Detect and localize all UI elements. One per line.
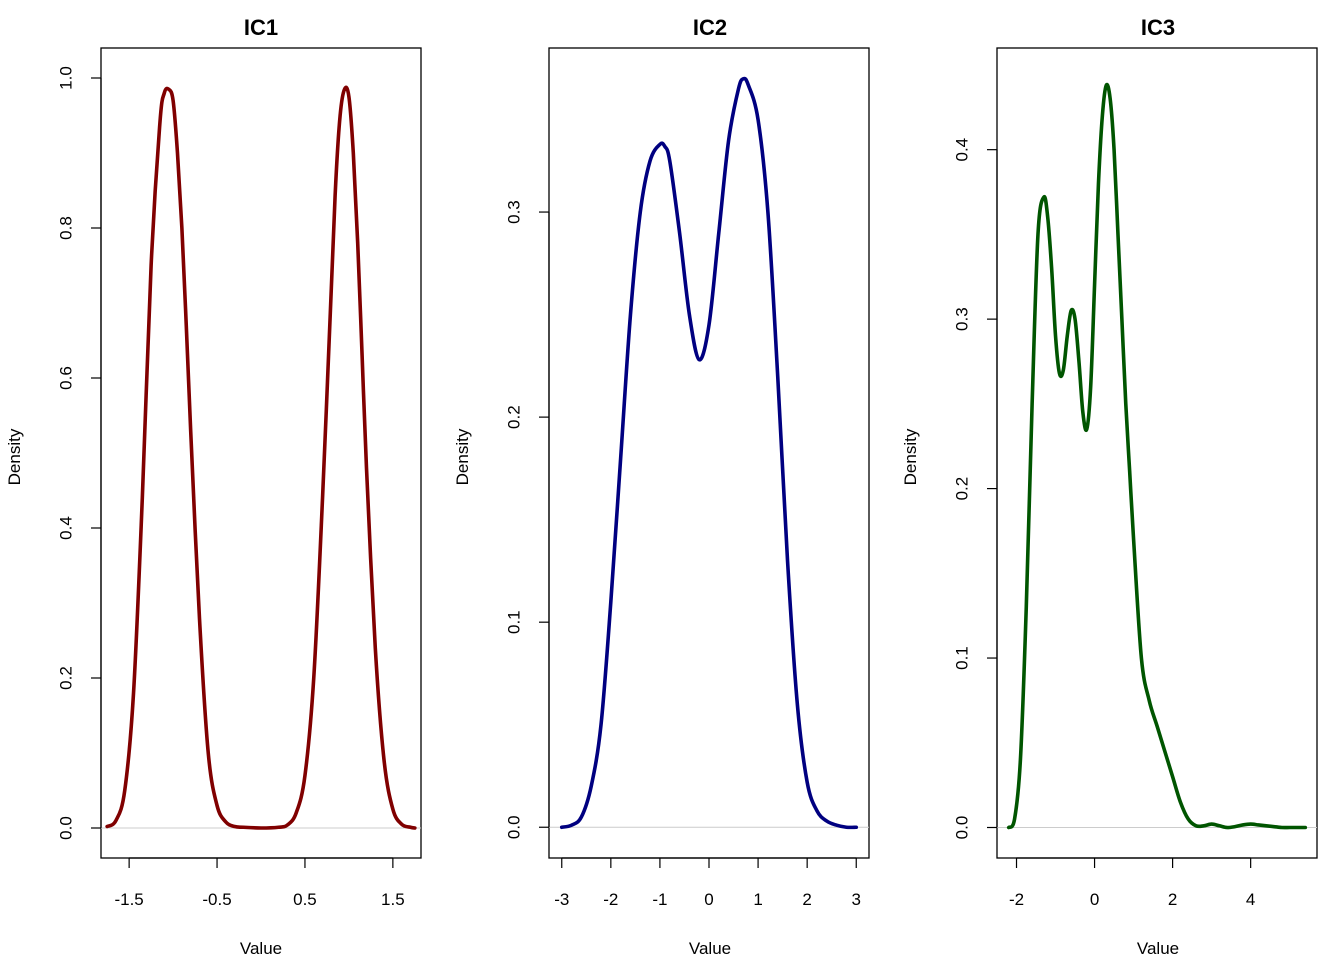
x-tick-label: -1: [652, 890, 667, 909]
x-axis-label: Value: [240, 939, 282, 958]
density-curve: [105, 85, 417, 830]
plot-frame: [100, 47, 422, 859]
x-tick-label: 0.5: [293, 890, 317, 909]
panel-title: IC2: [693, 15, 727, 40]
y-tick-label: 0.2: [952, 477, 971, 501]
y-tick-label: 0.4: [952, 138, 971, 162]
x-axis-label: Value: [1137, 939, 1179, 958]
x-tick-label: 2: [1168, 890, 1177, 909]
y-tick-label: 0.4: [56, 516, 75, 540]
plot-marks: -1.5 -0.5 0.5 1.5 0.0 0.2 0.4 0.6 0.8 1.0: [56, 47, 422, 909]
panel-ic1: IC1 Density Value -1.5 -0.5 0.5 1.5 0.0 0.2 0.…: [5, 15, 422, 958]
plot-frame: [996, 47, 1318, 859]
panel-ic3: IC3 Density Value -2 0 2 4 0.0 0.1 0.2 0.3 0.4: [901, 15, 1318, 958]
density-curve: [1006, 82, 1308, 830]
y-tick-label: 0.6: [56, 366, 75, 390]
y-tick-label: 0.0: [952, 816, 971, 840]
y-tick-label: 0.3: [952, 307, 971, 331]
panel-title: IC3: [1141, 15, 1175, 40]
y-tick-label: 0.2: [56, 666, 75, 690]
x-tick-label: 2: [802, 890, 811, 909]
y-tick-label: 0.1: [504, 610, 523, 634]
y-tick-label: 0.1: [952, 646, 971, 670]
panel-title: IC1: [244, 15, 278, 40]
x-axis-label: Value: [689, 939, 731, 958]
y-tick-label: 0.0: [56, 816, 75, 840]
x-tick-label: -3: [554, 890, 569, 909]
x-tick-label: 3: [852, 890, 861, 909]
x-tick-label: 1.5: [381, 890, 405, 909]
y-tick-label: 0.2: [504, 405, 523, 429]
x-tick-label: -2: [1009, 890, 1024, 909]
x-tick-label: -2: [603, 890, 618, 909]
y-tick-label: 1.0: [56, 66, 75, 90]
x-tick-label: -1.5: [114, 890, 143, 909]
density-curve: [559, 76, 859, 830]
y-axis-label: Density: [453, 428, 472, 485]
y-axis-label: Density: [5, 428, 24, 485]
x-tick-label: 0: [704, 890, 713, 909]
plot-marks: -3 -2 -1 0 1 2 3 0.0 0.1 0.2 0.3: [504, 47, 870, 909]
panel-ic2: IC2 Density Value -3 -2 -1 0 1 2 3 0.0 0.1 0.2 0.3: [453, 15, 870, 958]
x-tick-label: 4: [1246, 890, 1255, 909]
y-axis-label: Density: [901, 428, 920, 485]
x-tick-label: 0: [1090, 890, 1099, 909]
y-tick-label: 0.3: [504, 200, 523, 224]
y-tick-label: 0.8: [56, 216, 75, 240]
x-tick-label: 1: [753, 890, 762, 909]
y-tick-label: 0.0: [504, 815, 523, 839]
x-tick-label: -0.5: [202, 890, 231, 909]
plot-marks: -2 0 2 4 0.0 0.1 0.2 0.3 0.4: [952, 47, 1318, 909]
plot-frame: [548, 47, 870, 859]
